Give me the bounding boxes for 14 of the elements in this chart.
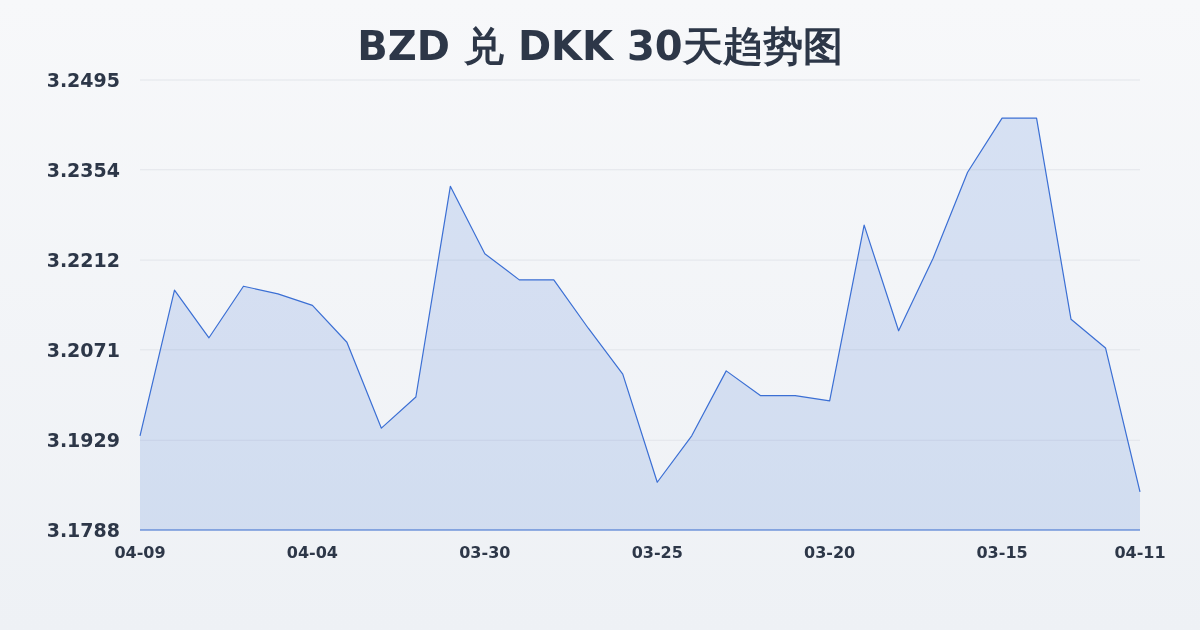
x-tick-label: 03-30: [459, 543, 511, 562]
y-tick-label: 3.2212: [46, 249, 120, 272]
y-tick-label: 3.1929: [46, 429, 120, 452]
y-tick-label: 3.1788: [46, 519, 120, 541]
x-tick-label: 03-15: [976, 543, 1028, 562]
x-tick-label: 04-09: [114, 543, 166, 562]
x-tick-label: 04-04: [286, 543, 338, 562]
chart-title: BZD 兑 DKK 30天趋势图: [357, 23, 843, 69]
x-tick-label: 04-11: [1114, 543, 1166, 562]
x-tick-label: 03-20: [804, 543, 856, 562]
y-tick-label: 3.2495: [46, 69, 120, 91]
y-tick-label: 3.2354: [46, 158, 120, 181]
x-tick-label: 03-25: [631, 543, 683, 562]
y-tick-label: 3.2071: [46, 338, 120, 361]
